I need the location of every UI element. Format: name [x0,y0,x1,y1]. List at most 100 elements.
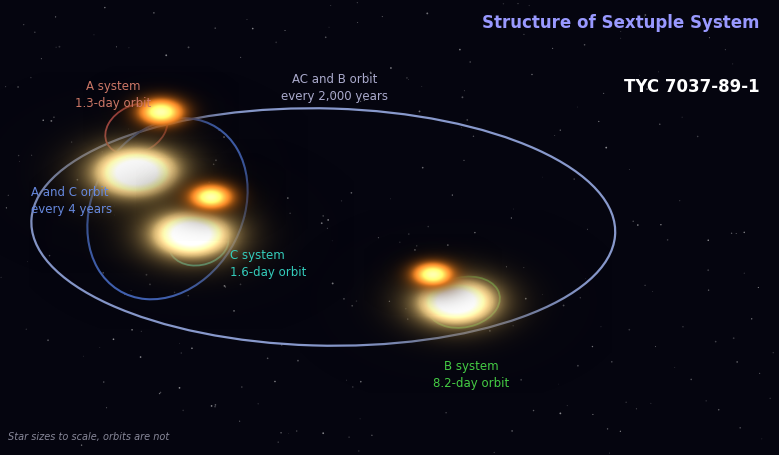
Point [402,77,414,84]
Point [275,429,287,436]
Point [354,378,367,385]
Point [20,326,33,333]
Point [574,294,587,302]
Point [99,5,111,12]
Point [203,179,215,187]
Point [48,114,60,121]
Point [353,447,365,455]
Point [335,198,347,205]
Point [365,432,378,439]
Point [464,59,477,66]
Point [557,302,569,309]
Point [153,390,166,397]
Point [523,3,535,10]
Point [703,35,716,42]
Point [25,75,37,82]
Point [623,167,636,174]
Point [668,364,681,371]
Point [173,340,185,347]
Point [218,283,231,290]
Point [738,229,750,237]
Point [37,117,49,125]
Point [148,10,160,17]
Point [108,212,121,219]
Point [536,174,548,182]
Text: AC and B orbit
every 2,000 years: AC and B orbit every 2,000 years [281,73,389,103]
Point [554,410,566,417]
Point [734,424,746,431]
Point [716,19,728,26]
Text: Star sizes to scale, orbits are not: Star sizes to scale, orbits are not [8,431,169,441]
Point [572,362,584,369]
Point [647,288,659,296]
Point [456,125,468,132]
Point [219,283,231,291]
Point [654,222,667,229]
Point [484,328,496,335]
Point [385,65,397,72]
Point [713,406,725,414]
Point [546,46,559,53]
Point [140,272,153,279]
Point [71,177,83,184]
Point [605,359,618,366]
Point [548,133,561,140]
Point [512,1,524,8]
Point [401,0,414,4]
Point [135,328,147,335]
Point [125,287,137,294]
Point [600,145,612,152]
Point [752,284,764,292]
Point [409,247,421,254]
Point [580,275,592,283]
Point [383,298,396,305]
Point [520,295,532,303]
Point [587,343,599,350]
Point [517,264,530,272]
Point [623,326,636,334]
Point [633,72,646,80]
Point [118,291,131,298]
Point [144,281,157,288]
Point [446,192,459,199]
Point [581,226,594,233]
Point [210,401,222,409]
Point [400,75,413,82]
Point [209,25,221,33]
Point [347,384,359,391]
Point [767,349,779,357]
Point [554,127,566,135]
Point [601,425,614,433]
Point [246,26,259,33]
Point [639,12,651,20]
Point [515,376,527,384]
Point [185,345,198,352]
Point [422,223,435,231]
Text: A and C orbit
every 4 years: A and C orbit every 4 years [31,185,112,215]
Point [173,384,185,392]
Point [279,28,291,35]
Point [234,55,247,62]
Point [578,42,590,49]
Point [29,30,41,37]
Text: TYC 7037-89-1: TYC 7037-89-1 [624,77,760,95]
Point [77,353,90,360]
Point [0,274,7,282]
Point [568,176,580,183]
Point [26,152,38,160]
Point [50,45,62,52]
Point [207,162,220,169]
Point [177,407,189,414]
Point [692,133,704,141]
Point [440,409,453,416]
Point [206,402,218,410]
Point [537,291,549,298]
Point [467,133,480,141]
Point [126,326,139,334]
Point [123,45,136,52]
Point [384,196,397,203]
Point [338,296,351,303]
Point [351,0,364,7]
Point [753,370,766,377]
Point [292,357,305,364]
